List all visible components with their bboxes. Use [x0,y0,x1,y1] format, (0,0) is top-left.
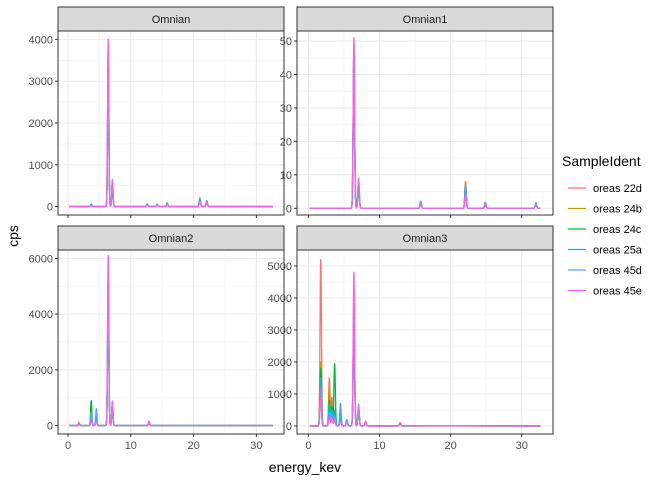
x-tick-label: 30 [250,440,262,452]
legend-title: SampleIdent [562,153,641,169]
legend-label: oreas 25a [593,245,643,257]
y-tick-label: 2000 [29,118,53,130]
x-axis-title: energy_kev [269,459,341,475]
strip-omnian [57,6,285,32]
y-tick-label: 4000 [29,34,53,46]
legend-label: oreas 24b [593,204,642,216]
y-tick-label: 2000 [268,357,292,369]
y-tick-label: 20 [280,136,292,148]
x-tick-label: 20 [187,440,199,452]
series-line-oreas-45e [68,38,274,208]
x-tick-label: 0 [305,440,311,452]
x-tick-label: 20 [444,440,456,452]
strip-omnian1 [296,6,554,32]
x-tick-label: 10 [373,440,385,452]
y-tick-label: 5000 [268,261,292,273]
panel-omnian2: Omnian2 0 2000 4000 6000 0 10 20 30 [29,225,285,452]
y-tick-label: 4000 [268,293,292,305]
y-tick-label: 2000 [29,365,53,377]
y-tick-label: 30 [280,103,292,115]
series-line-oreas-45e [68,254,274,427]
legend-label: oreas 45e [593,286,642,298]
y-tick-label: 1000 [29,160,53,172]
y-tick-label: 4000 [29,309,53,321]
series-line-oreas-45e [309,271,541,427]
y-tick-label: 6000 [29,253,53,265]
panel-background [297,31,553,215]
y-tick-label: 3000 [29,76,53,88]
panel-border [296,249,554,435]
strip-label: Omnian [152,14,191,26]
strip-label: Omnian1 [403,14,448,26]
x-tick-label: 10 [125,440,137,452]
strip-omnian3 [296,225,554,251]
y-tick-label: 0 [47,202,53,214]
y-tick-label: 0 [286,203,292,215]
y-tick-label: 50 [280,36,292,48]
series-line-oreas-45e [309,36,541,209]
panel-border [57,249,285,435]
y-axis-title: cps [5,225,21,247]
legend: SampleIdent oreas 22d oreas 24b oreas 24c o… [562,153,643,298]
panel-background [297,250,553,434]
y-tick-label: 0 [47,421,53,433]
y-tick-label: 10 [280,170,292,182]
panel-omnian: Omnian 0 1000 2000 3000 4000 [29,6,285,218]
panel-omnian1: Omnian1 0 10 20 30 40 50 [280,6,554,218]
y-tick-label: 1000 [268,389,292,401]
y-tick-label: 40 [280,69,292,81]
panel-omnian3: Omnian3 0 1000 2000 3000 4000 5000 0 10 20 30 [268,225,554,452]
legend-label: oreas 22d [593,183,642,195]
x-tick-label: 0 [65,440,71,452]
legend-label: oreas 24c [593,224,642,236]
strip-label: Omnian3 [403,233,448,245]
strip-label: Omnian2 [149,233,194,245]
panel-border [296,30,554,216]
legend-label: oreas 45d [593,265,642,277]
y-tick-label: 0 [286,421,292,433]
y-tick-label: 3000 [268,325,292,337]
x-tick-label: 30 [516,440,528,452]
